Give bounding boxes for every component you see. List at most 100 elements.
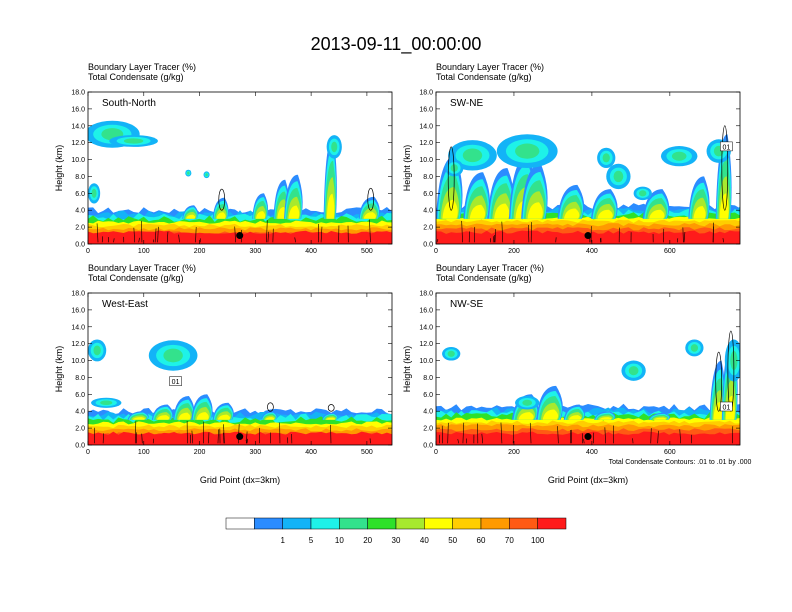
panel-label: West-East (102, 299, 148, 310)
y-tick-label: 6.0 (75, 191, 85, 198)
colorbar-bin (310, 517, 340, 530)
x-tick-label: 600 (664, 449, 676, 456)
x-tick-label: 0 (434, 449, 438, 456)
condensate-contour (494, 229, 496, 243)
tracer-blob (639, 190, 647, 197)
y-tick-label: 8.0 (75, 375, 85, 382)
y-tick-label: 4.0 (75, 208, 85, 215)
tracer-blob (123, 138, 144, 144)
tracer-plume (518, 412, 534, 420)
y-tick-label: 6.0 (75, 392, 85, 399)
condensate-contour (141, 433, 143, 444)
colorbar-bin (254, 517, 283, 530)
contour-label-box (720, 401, 733, 412)
x-tick-label: 0 (434, 248, 438, 255)
y-tick-label: 8.0 (75, 174, 85, 181)
y-tick-label: 8.0 (423, 174, 433, 181)
colorbar-label: 50 (448, 536, 457, 545)
condensate-contour (178, 234, 180, 243)
plot-frame (87, 91, 393, 245)
subtitle-condensate: Total Condensate (g/kg) (88, 72, 184, 82)
colorbar-label: 60 (477, 536, 486, 545)
condensate-contour (327, 404, 335, 412)
tracer-blob (515, 143, 540, 159)
location-marker (236, 433, 244, 441)
tracer-blob (522, 399, 533, 406)
tracer-plume (599, 417, 612, 420)
condensate-contour (223, 424, 225, 444)
condensate-contour (721, 125, 729, 211)
x-tick-label: 400 (586, 449, 598, 456)
condensate-contour (461, 220, 463, 243)
tracer-blob (163, 348, 183, 363)
condensate-contour (447, 422, 449, 444)
condensate-contour (294, 237, 296, 243)
y-tick-label: 12.0 (71, 341, 85, 348)
condensate-contour (679, 429, 682, 444)
x-tick-label: 0 (86, 248, 90, 255)
y-tick-label: 12.0 (71, 140, 85, 147)
tracer-blob (602, 153, 610, 163)
y-tick-label: 14.0 (71, 123, 85, 130)
condensate-contour (457, 439, 459, 444)
x-tick-label: 100 (138, 248, 150, 255)
y-tick-label: 0.0 (75, 443, 85, 450)
tracer-blob (100, 400, 113, 406)
condensate-contour (557, 426, 559, 444)
tracer-blob (671, 151, 687, 161)
colorbar-label: 20 (363, 536, 372, 545)
tracer-blob (690, 344, 699, 352)
y-tick-label: 16.0 (71, 307, 85, 314)
condensate-contour (369, 219, 371, 243)
x-tick-label: 300 (249, 248, 261, 255)
y-tick-label: 12.0 (419, 140, 433, 147)
y-tick-label: 16.0 (419, 106, 433, 113)
condensate-contour (166, 231, 169, 243)
y-tick-label: 4.0 (423, 208, 433, 215)
subtitle-tracer: Boundary Layer Tracer (%) (436, 263, 544, 273)
condensate-contour (529, 422, 532, 444)
condensate-contour (462, 422, 465, 444)
tracer-plume (469, 204, 486, 219)
y-tick-label: 2.0 (423, 225, 433, 232)
panels: Boundary Layer Tracer (%) Total Condensat… (54, 62, 741, 485)
tracer-plume (186, 214, 196, 219)
panel-south-north: Boundary Layer Tracer (%)Total Condensat… (54, 62, 393, 255)
tracer-plume (326, 193, 335, 219)
condensate-contour (604, 427, 606, 444)
condensate-contour (133, 227, 136, 243)
condensate-contour (234, 226, 236, 243)
condensate-contour (583, 438, 585, 444)
contour-label: 01 (722, 144, 730, 151)
plot-frame (435, 91, 741, 245)
condensate-contour (138, 237, 140, 243)
x-tick-label: 600 (664, 248, 676, 255)
colorbar-label: 5 (309, 536, 314, 545)
tracer-field: 01 (436, 330, 740, 445)
colorbar-label: 10 (335, 536, 344, 545)
x-tick-label: 200 (194, 248, 206, 255)
location-marker (236, 232, 244, 240)
panel-west-east: Boundary Layer Tracer (%)Total Condensat… (54, 263, 393, 485)
x-tick-label: 0 (86, 449, 90, 456)
y-tick-label: 16.0 (419, 307, 433, 314)
tracer-plume (527, 202, 543, 219)
subtitle-condensate: Total Condensate (g/kg) (436, 72, 532, 82)
colorbar-bin (395, 517, 425, 530)
figure-title: 2013-09-11_00:00:00 (311, 34, 482, 55)
contour-label-box (169, 376, 182, 386)
tracer-plume (288, 205, 300, 219)
tracer-plume (132, 417, 145, 420)
x-tick-label: 400 (586, 248, 598, 255)
tracer-blob (628, 366, 639, 376)
condensate-contour (501, 221, 504, 243)
y-tick-label: 10.0 (71, 157, 85, 164)
tracer-plume (494, 203, 510, 219)
colorbar-bin (537, 517, 567, 530)
y-tick-label: 2.0 (75, 225, 85, 232)
contour-label: 01 (722, 405, 730, 412)
condensate-contour (320, 226, 323, 243)
condensate-contour (367, 187, 375, 211)
subtitle-condensate: Total Condensate (g/kg) (88, 273, 184, 283)
colorbar-label: 30 (392, 536, 401, 545)
